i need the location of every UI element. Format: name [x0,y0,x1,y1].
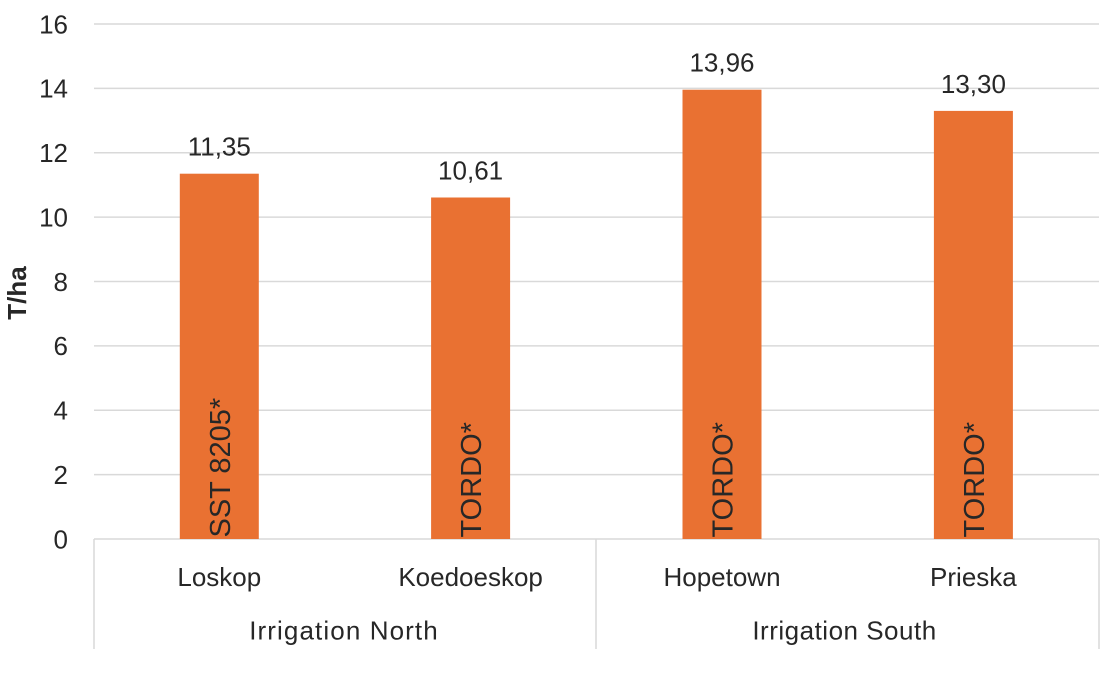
svg-text:Prieska: Prieska [930,562,1017,592]
svg-text:TORDO*: TORDO* [456,422,488,537]
svg-text:T/ha: T/ha [2,266,32,320]
svg-text:6: 6 [54,331,68,361]
svg-text:Irrigation North: Irrigation North [249,616,439,646]
svg-text:14: 14 [39,74,68,104]
svg-text:10: 10 [39,202,68,232]
svg-text:Hopetown: Hopetown [663,562,780,592]
svg-text:11,35: 11,35 [188,132,251,162]
svg-text:4: 4 [54,396,68,426]
svg-text:8: 8 [54,267,68,297]
svg-text:13,30: 13,30 [941,69,1006,99]
svg-text:2: 2 [54,460,68,490]
svg-text:Irrigation South: Irrigation South [752,616,936,646]
svg-text:10,61: 10,61 [438,156,503,186]
svg-text:TORDO*: TORDO* [959,422,991,537]
svg-text:12: 12 [39,138,68,168]
svg-text:0: 0 [54,524,68,554]
svg-text:SST 8205*: SST 8205* [205,398,237,538]
svg-text:16: 16 [39,9,68,39]
svg-text:Loskop: Loskop [177,562,261,592]
svg-text:TORDO*: TORDO* [708,422,740,537]
svg-text:Koedoeskop: Koedoeskop [398,562,543,592]
svg-text:13,96: 13,96 [689,48,754,78]
